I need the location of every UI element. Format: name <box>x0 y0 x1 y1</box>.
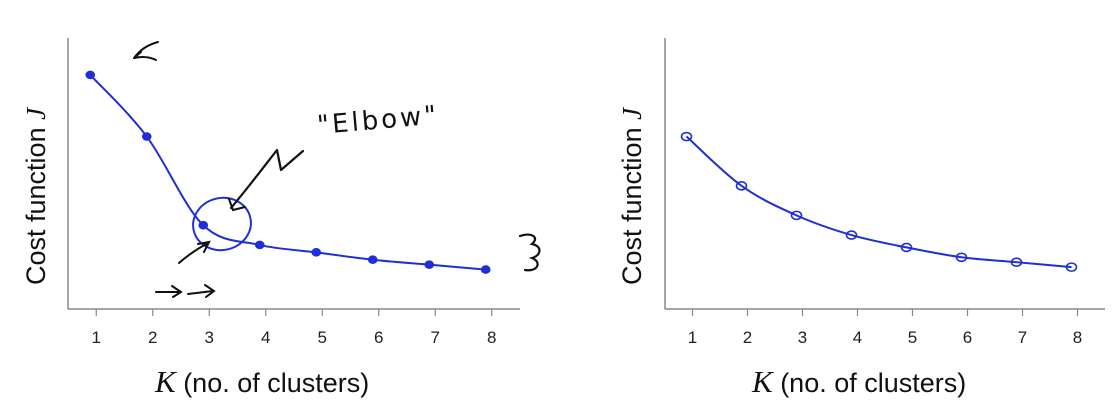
x-tick-label: 7 <box>1018 328 1027 347</box>
data-point-k8 <box>480 265 491 274</box>
data-point-k4 <box>254 240 265 250</box>
x-tick-label: 1 <box>688 328 697 347</box>
elbow-circle <box>192 196 252 252</box>
data-point-k7 <box>1010 257 1023 267</box>
elbow-label: "Elbow" <box>316 100 440 141</box>
x-tick-label: 6 <box>374 328 383 347</box>
x-tick-label: 5 <box>908 328 917 347</box>
lower-elbow-arrow <box>178 240 211 264</box>
data-point-k2 <box>141 132 152 141</box>
x-tick-label: 4 <box>261 328 270 347</box>
data-point-k1 <box>85 70 96 80</box>
left-x-ticks <box>95 309 493 316</box>
elbow-pointer-arrowhead <box>228 198 246 212</box>
x-tick-label: 3 <box>205 328 214 347</box>
elbow-pointer-arrow <box>229 148 305 210</box>
right-chart: 1 2 3 4 5 6 7 8 Cost function J K (no. of clust… <box>617 38 1105 399</box>
data-point-k5 <box>900 242 913 253</box>
right-x-ticks <box>691 309 1079 316</box>
data-point-k3 <box>198 220 209 230</box>
data-point-k4 <box>845 230 858 240</box>
left-x-tick-labels: 1 2 3 4 5 6 7 8 <box>92 328 497 347</box>
x-tick-label: 7 <box>431 328 440 347</box>
x-tick-label: 5 <box>318 328 327 347</box>
x-tick-label: 8 <box>1073 328 1082 347</box>
left-x-axis-label: K (no. of clusters) <box>154 364 369 399</box>
right-x-axis-label: K (no. of clusters) <box>751 364 966 399</box>
x-tick-label: 6 <box>963 328 972 347</box>
data-point-k7 <box>424 260 435 269</box>
x-tick-label: 1 <box>92 328 101 347</box>
left-series-points <box>85 70 491 274</box>
first-point-arrow <box>133 41 159 61</box>
left-chart: 1 2 3 4 5 6 7 8 Cost function J K (no. of clust… <box>21 38 541 399</box>
data-point-k1 <box>680 131 693 142</box>
right-series-line <box>685 135 1072 269</box>
x-tick-label: 8 <box>487 328 496 347</box>
data-point-k2 <box>735 181 748 191</box>
increasing-k-arrows <box>155 284 216 298</box>
data-point-k3 <box>790 210 803 221</box>
left-y-axis-label: Cost function J <box>21 106 51 285</box>
right-y-axis-label: Cost function J <box>617 106 647 285</box>
x-tick-label: 4 <box>853 328 862 347</box>
data-point-k5 <box>311 248 322 257</box>
data-point-k6 <box>955 252 968 263</box>
omega-scribble <box>518 233 541 272</box>
x-tick-label: 3 <box>798 328 807 347</box>
x-tick-label: 2 <box>148 328 157 347</box>
right-series-points <box>680 131 1078 272</box>
data-point-k8 <box>1065 262 1078 272</box>
right-x-tick-labels: 1 2 3 4 5 6 7 8 <box>688 328 1082 347</box>
x-tick-label: 2 <box>743 328 752 347</box>
data-point-k6 <box>367 255 378 265</box>
